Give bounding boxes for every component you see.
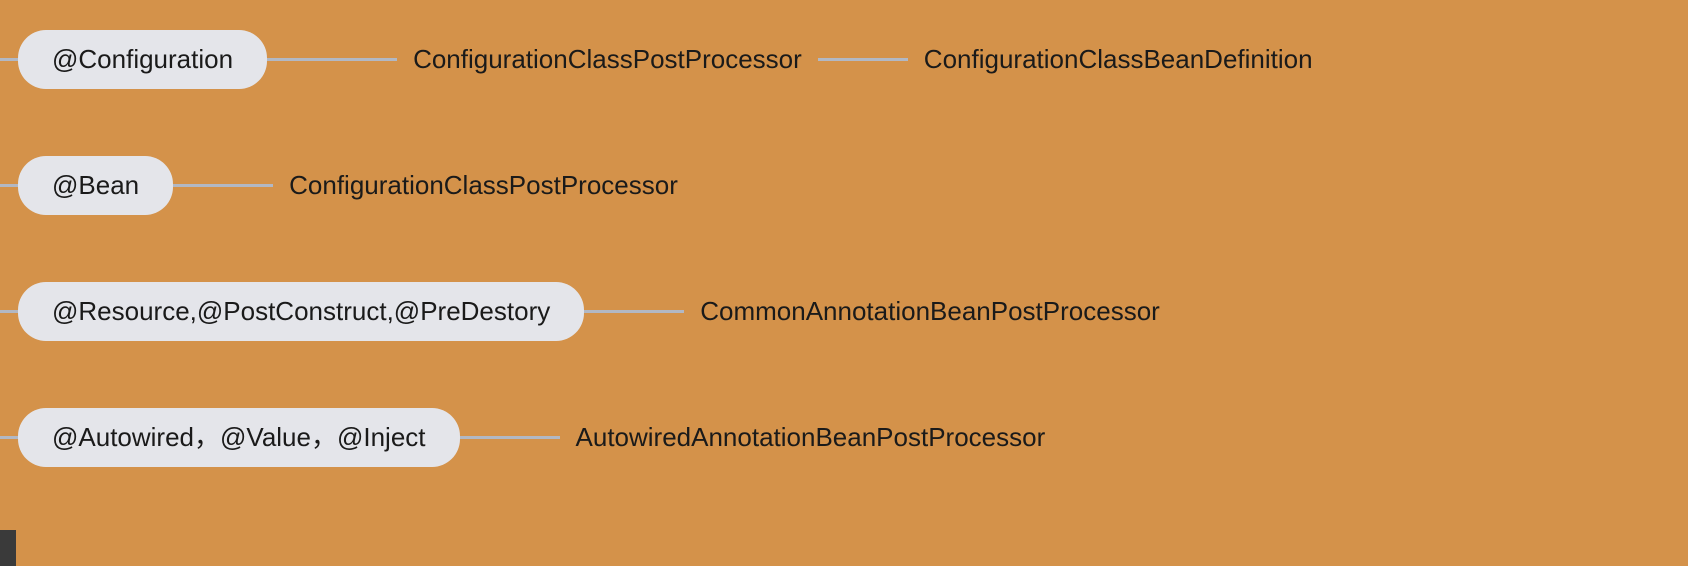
connector-line	[267, 58, 397, 61]
annotation-pill: @Bean	[18, 156, 173, 215]
processor-node: ConfigurationClassPostProcessor	[273, 170, 694, 201]
connector-stub	[0, 184, 18, 187]
connector-stub	[0, 58, 18, 61]
processor-node: CommonAnnotationBeanPostProcessor	[684, 296, 1176, 327]
corner-tab	[0, 530, 16, 566]
annotation-pill: @Autowired，@Value，@Inject	[18, 408, 460, 467]
connector-line	[584, 310, 684, 313]
annotation-pill: @Resource,@PostConstruct,@PreDestory	[18, 282, 584, 341]
connector-line	[173, 184, 273, 187]
processor-node: ConfigurationClassBeanDefinition	[908, 44, 1329, 75]
connector-line	[818, 58, 908, 61]
annotation-pill: @Configuration	[18, 30, 267, 89]
processor-node: ConfigurationClassPostProcessor	[397, 44, 818, 75]
diagram-row: @Bean ConfigurationClassPostProcessor	[0, 156, 694, 215]
connector-line	[460, 436, 560, 439]
connector-stub	[0, 310, 18, 313]
connector-stub	[0, 436, 18, 439]
diagram-row: @Autowired，@Value，@Inject AutowiredAnnot…	[0, 408, 1061, 467]
diagram-canvas: @Configuration ConfigurationClassPostPro…	[0, 0, 1688, 566]
diagram-row: @Configuration ConfigurationClassPostPro…	[0, 30, 1329, 89]
diagram-row: @Resource,@PostConstruct,@PreDestory Com…	[0, 282, 1176, 341]
processor-node: AutowiredAnnotationBeanPostProcessor	[560, 422, 1062, 453]
